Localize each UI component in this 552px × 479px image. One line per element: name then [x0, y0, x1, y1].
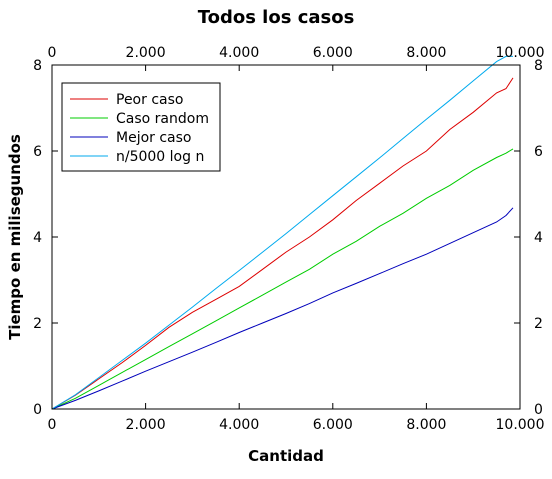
legend: Peor caso Caso random Mejor caso n/5000 log… — [62, 83, 220, 171]
y-tick-label-left-3: 6 — [33, 144, 42, 160]
legend-label-0: Peor caso — [116, 92, 183, 108]
y-axis-label: Tiempo en milisegundos — [6, 134, 24, 340]
x-tick-label-top-2: 4.000 — [219, 45, 259, 61]
legend-label-3: n/5000 log n — [116, 149, 204, 165]
legend-label-1: Caso random — [116, 111, 209, 127]
y-tick-label-left-4: 8 — [33, 58, 42, 74]
y-tick-label-left-2: 4 — [33, 230, 42, 246]
chart-title: Todos los casos — [198, 7, 355, 28]
series-line-1 — [52, 149, 513, 409]
y-tick-label-right-4: 8 — [534, 58, 543, 74]
y-tick-label-right-1: 2 — [534, 316, 543, 332]
x-axis-label: Cantidad — [248, 447, 324, 465]
legend-label-2: Mejor caso — [116, 130, 192, 146]
y-tick-label-right-2: 4 — [534, 230, 543, 246]
x-tick-label-top-0: 0 — [48, 45, 57, 61]
x-tick-label-top-1: 2.000 — [126, 45, 166, 61]
y-tick-label-right-0: 0 — [534, 402, 543, 418]
x-tick-label-bottom-2: 4.000 — [219, 417, 259, 433]
x-tick-label-bottom-1: 2.000 — [126, 417, 166, 433]
x-tick-label-bottom-5: 10.000 — [496, 417, 545, 433]
x-tick-label-bottom-3: 6.000 — [313, 417, 353, 433]
x-tick-label-top-3: 6.000 — [313, 45, 353, 61]
y-tick-label-left-0: 0 — [33, 402, 42, 418]
x-tick-label-top-4: 8.000 — [406, 45, 446, 61]
y-tick-label-left-1: 2 — [33, 316, 42, 332]
x-tick-label-bottom-4: 8.000 — [406, 417, 446, 433]
y-tick-label-right-3: 6 — [534, 144, 543, 160]
x-tick-label-bottom-0: 0 — [48, 417, 57, 433]
series-line-2 — [52, 208, 513, 409]
